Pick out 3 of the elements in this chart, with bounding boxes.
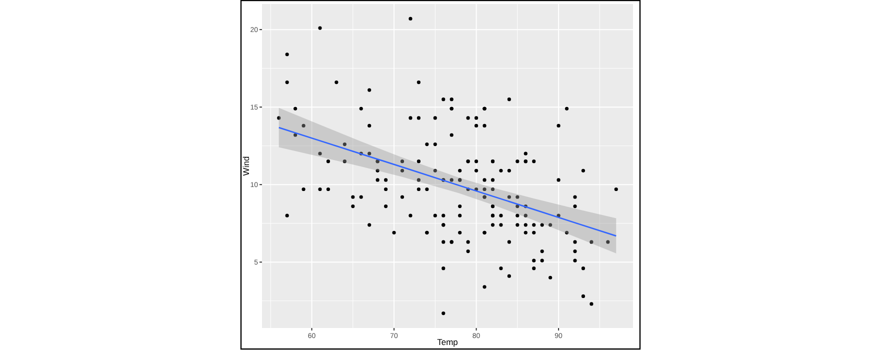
y-axis-title: Wind bbox=[241, 156, 251, 176]
x-axis-title: Temp bbox=[437, 337, 458, 347]
line-series bbox=[278, 126, 617, 237]
